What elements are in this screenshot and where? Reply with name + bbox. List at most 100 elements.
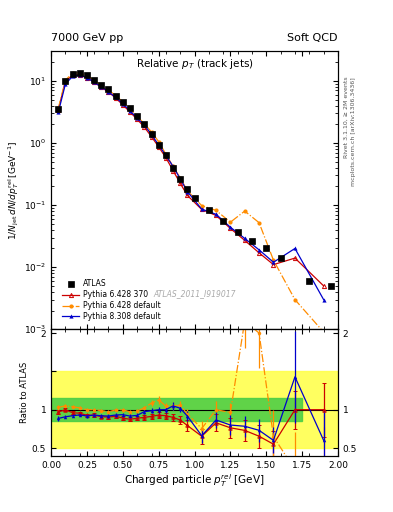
Pythia 6.428 default xyxy=(92,77,97,83)
Pythia 6.428 370 xyxy=(120,102,125,108)
ATLAS xyxy=(185,186,190,193)
Pythia 6.428 370 xyxy=(242,237,247,243)
Pythia 6.428 default xyxy=(156,139,161,145)
ATLAS xyxy=(106,86,111,92)
Pythia 6.428 default xyxy=(242,208,247,214)
Pythia 6.428 default xyxy=(271,257,276,263)
Pythia 6.428 default xyxy=(163,151,168,157)
ATLAS xyxy=(142,121,147,127)
Pythia 8.308 default xyxy=(228,224,233,230)
Pythia 6.428 370 xyxy=(128,109,132,115)
Pythia 6.428 370 xyxy=(149,134,154,140)
Pythia 6.428 default xyxy=(99,82,104,88)
Pythia 8.308 default xyxy=(77,72,82,78)
Text: Rivet 3.1.10, ≥ 2M events: Rivet 3.1.10, ≥ 2M events xyxy=(343,77,348,158)
Pythia 8.308 default xyxy=(242,236,247,242)
Pythia 8.308 default xyxy=(135,115,140,121)
Pythia 6.428 default xyxy=(106,87,111,93)
Pythia 8.308 default xyxy=(271,259,276,265)
Pythia 6.428 default xyxy=(135,114,140,120)
Bar xyxy=(51,371,338,448)
ATLAS xyxy=(84,72,89,78)
Pythia 6.428 default xyxy=(185,188,190,194)
X-axis label: Charged particle $p_T^{rel}$ [GeV]: Charged particle $p_T^{rel}$ [GeV] xyxy=(124,472,265,489)
Line: ATLAS: ATLAS xyxy=(55,71,334,289)
Y-axis label: Ratio to ATLAS: Ratio to ATLAS xyxy=(20,362,29,423)
Pythia 6.428 370 xyxy=(271,262,276,268)
ATLAS xyxy=(156,142,161,148)
ATLAS xyxy=(250,238,254,244)
ATLAS xyxy=(120,99,125,105)
Pythia 8.308 default xyxy=(70,73,75,79)
Text: 7000 GeV pp: 7000 GeV pp xyxy=(51,33,123,44)
Legend: ATLAS, Pythia 6.428 370, Pythia 6.428 default, Pythia 8.308 default: ATLAS, Pythia 6.428 370, Pythia 6.428 de… xyxy=(61,278,162,323)
Pythia 8.308 default xyxy=(128,108,132,114)
ATLAS xyxy=(63,78,68,84)
Pythia 6.428 370 xyxy=(171,167,175,174)
Text: Relative $p_T$ (track jets): Relative $p_T$ (track jets) xyxy=(136,57,253,71)
Pythia 6.428 default xyxy=(178,175,183,181)
Pythia 6.428 370 xyxy=(84,74,89,80)
ATLAS xyxy=(307,278,312,284)
Pythia 8.308 default xyxy=(156,142,161,148)
Pythia 6.428 default xyxy=(77,70,82,76)
Pythia 8.308 default xyxy=(321,296,326,303)
Pythia 8.308 default xyxy=(92,79,97,86)
Pythia 8.308 default xyxy=(84,75,89,81)
Pythia 6.428 370 xyxy=(185,193,190,199)
Pythia 8.308 default xyxy=(178,176,183,182)
Pythia 8.308 default xyxy=(214,211,219,218)
ATLAS xyxy=(264,245,269,251)
Pythia 6.428 370 xyxy=(163,155,168,161)
Pythia 6.428 default xyxy=(56,105,61,112)
Bar xyxy=(51,398,302,421)
Pythia 6.428 default xyxy=(321,329,326,335)
Pythia 6.428 default xyxy=(149,129,154,135)
Pythia 6.428 370 xyxy=(135,116,140,122)
Pythia 8.308 default xyxy=(163,153,168,159)
Pythia 6.428 370 xyxy=(106,89,111,95)
ATLAS xyxy=(56,106,61,112)
Pythia 6.428 370 xyxy=(257,250,261,256)
Pythia 6.428 default xyxy=(199,203,204,209)
Pythia 8.308 default xyxy=(185,188,190,195)
Pythia 8.308 default xyxy=(292,245,298,251)
Pythia 6.428 370 xyxy=(199,206,204,212)
Pythia 8.308 default xyxy=(171,163,175,169)
ATLAS xyxy=(221,218,226,224)
ATLAS xyxy=(163,153,168,159)
Text: Soft QCD: Soft QCD xyxy=(288,33,338,44)
Pythia 8.308 default xyxy=(63,81,68,87)
ATLAS xyxy=(278,255,283,261)
Pythia 8.308 default xyxy=(99,84,104,90)
Pythia 8.308 default xyxy=(149,132,154,138)
Pythia 6.428 default xyxy=(257,220,261,226)
Pythia 6.428 370 xyxy=(77,72,82,78)
Pythia 6.428 370 xyxy=(321,283,326,289)
ATLAS xyxy=(77,70,82,76)
Pythia 6.428 default xyxy=(128,106,132,112)
ATLAS xyxy=(128,105,132,112)
Pythia 6.428 370 xyxy=(92,79,97,86)
Pythia 6.428 370 xyxy=(156,144,161,150)
Pythia 6.428 default xyxy=(171,163,175,169)
Pythia 6.428 default xyxy=(63,77,68,83)
Pythia 6.428 default xyxy=(84,72,89,78)
Y-axis label: $1/N_{\rm jet}\,dN/dp_T^{\rm rel}\,[{\rm GeV}^{-1}]$: $1/N_{\rm jet}\,dN/dp_T^{\rm rel}\,[{\rm… xyxy=(7,141,21,240)
Pythia 6.428 default xyxy=(214,207,219,214)
Pythia 8.308 default xyxy=(56,110,61,116)
Pythia 6.428 370 xyxy=(292,255,298,261)
Pythia 8.308 default xyxy=(142,122,147,128)
Text: mcplots.cern.ch [arXiv:1306.3436]: mcplots.cern.ch [arXiv:1306.3436] xyxy=(351,77,356,185)
Pythia 8.308 default xyxy=(113,94,118,100)
Pythia 6.428 default xyxy=(142,120,147,126)
Pythia 6.428 370 xyxy=(113,95,118,101)
Pythia 6.428 370 xyxy=(70,72,75,78)
ATLAS xyxy=(99,81,104,88)
ATLAS xyxy=(92,77,97,83)
ATLAS xyxy=(235,229,240,235)
Pythia 6.428 default xyxy=(120,99,125,105)
Pythia 8.308 default xyxy=(199,206,204,212)
Pythia 6.428 370 xyxy=(99,84,104,90)
Text: ATLAS_2011_I919017: ATLAS_2011_I919017 xyxy=(153,289,236,297)
